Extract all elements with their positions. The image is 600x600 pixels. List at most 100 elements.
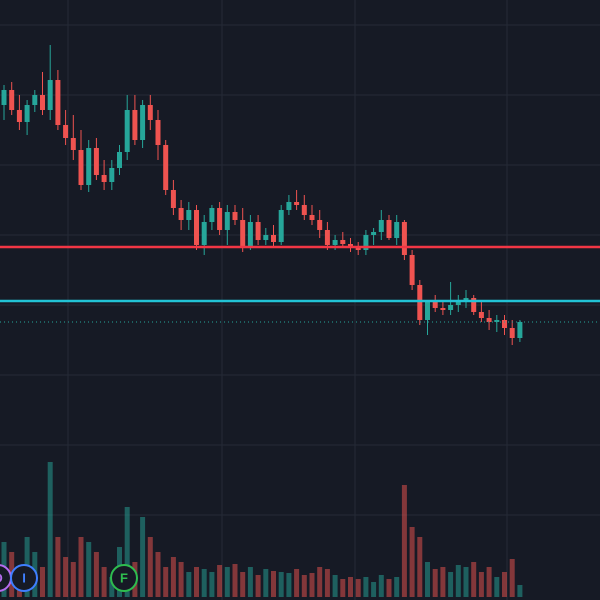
candle-body	[425, 302, 430, 320]
volume-bar	[348, 577, 353, 597]
price-layer	[0, 45, 600, 345]
volume-bar	[494, 577, 500, 597]
candle-body	[155, 120, 161, 145]
volume-bar	[93, 552, 99, 597]
candle-body	[201, 222, 207, 245]
candle-body	[32, 95, 38, 105]
candle-body	[271, 235, 276, 242]
candle-body	[478, 312, 484, 318]
volume-bar	[309, 573, 315, 597]
candle-body	[286, 202, 292, 210]
candle-body	[309, 215, 315, 220]
candle-body	[509, 328, 515, 338]
volume-bar	[463, 567, 469, 597]
volume-bar	[240, 572, 246, 597]
volume-bar	[425, 562, 430, 597]
volume-bar	[478, 572, 484, 597]
volume-bar	[340, 579, 346, 597]
candle-body	[132, 110, 138, 140]
volume-bar	[163, 567, 169, 597]
candle-body	[240, 220, 246, 248]
candle-body	[324, 230, 330, 245]
candle-body	[486, 318, 492, 322]
candle-body	[455, 300, 461, 305]
candle-body	[371, 232, 377, 235]
candle-body	[332, 240, 338, 245]
candle-body	[217, 208, 223, 230]
volume-bar	[286, 573, 292, 597]
volume-bar	[355, 579, 361, 597]
volume-bar	[278, 572, 284, 597]
candle-body	[147, 105, 153, 120]
volume-bar	[101, 567, 107, 597]
volume-bar	[201, 569, 207, 597]
candle-body	[70, 138, 76, 150]
candle-body	[209, 208, 215, 222]
event-marker: F	[110, 564, 138, 592]
volume-bar	[247, 567, 253, 597]
candle-body	[186, 210, 192, 220]
candle-body	[86, 148, 92, 185]
volume-bar	[224, 567, 230, 597]
event-label: I	[22, 571, 26, 586]
volume-bar	[63, 557, 69, 597]
candle-body	[78, 150, 84, 185]
volume-bar	[301, 575, 307, 597]
candle-body	[417, 285, 423, 320]
volume-bar	[401, 485, 407, 597]
candle-body	[463, 298, 469, 300]
candle-body	[355, 248, 361, 250]
volume-bar	[486, 567, 492, 597]
candle-body	[178, 208, 184, 220]
candle-body	[394, 222, 400, 238]
volume-bar	[455, 565, 461, 597]
candle-body	[517, 322, 523, 338]
candle-body	[301, 205, 307, 215]
candle-body	[386, 220, 392, 238]
candle-body	[140, 105, 146, 140]
volume-bar	[332, 575, 338, 597]
volume-bar	[294, 569, 300, 597]
candle-body	[317, 220, 323, 230]
candle-body	[255, 222, 261, 240]
volume-bar	[47, 462, 53, 597]
candle-body	[224, 212, 230, 230]
candle-body	[40, 95, 45, 110]
candle-body	[278, 210, 284, 242]
volume-bar	[124, 507, 130, 597]
candle-body	[401, 222, 407, 255]
event-marker: I	[10, 564, 38, 592]
volume-bar	[471, 562, 477, 597]
volume-bar	[409, 527, 415, 597]
volume-bar	[186, 572, 192, 597]
volume-bar	[109, 577, 115, 597]
volume-bar	[255, 575, 261, 597]
volume-bar	[271, 571, 276, 597]
candle-body	[440, 308, 446, 310]
volume-bar	[170, 557, 176, 597]
volume-bar	[363, 577, 369, 597]
event-label: F	[120, 571, 128, 586]
candle-body	[263, 235, 269, 240]
volume-bar	[263, 569, 269, 597]
volume-bar	[40, 567, 45, 597]
candle-body	[93, 148, 99, 175]
volume-bar	[517, 585, 523, 597]
candle-body	[1, 90, 7, 105]
volume-bar	[78, 537, 84, 597]
candle-body	[363, 235, 369, 250]
volume-bar	[194, 567, 199, 597]
volume-bar	[371, 582, 377, 597]
candle-body	[432, 302, 438, 308]
volume-bar	[232, 564, 238, 597]
volume-bar	[378, 575, 384, 597]
candle-body	[247, 222, 253, 248]
volume-bar	[448, 572, 454, 597]
volume-bar	[502, 572, 507, 597]
volume-bar	[509, 559, 515, 597]
candle-body	[63, 125, 69, 138]
candle-body	[47, 80, 53, 110]
candle-body	[117, 152, 122, 168]
